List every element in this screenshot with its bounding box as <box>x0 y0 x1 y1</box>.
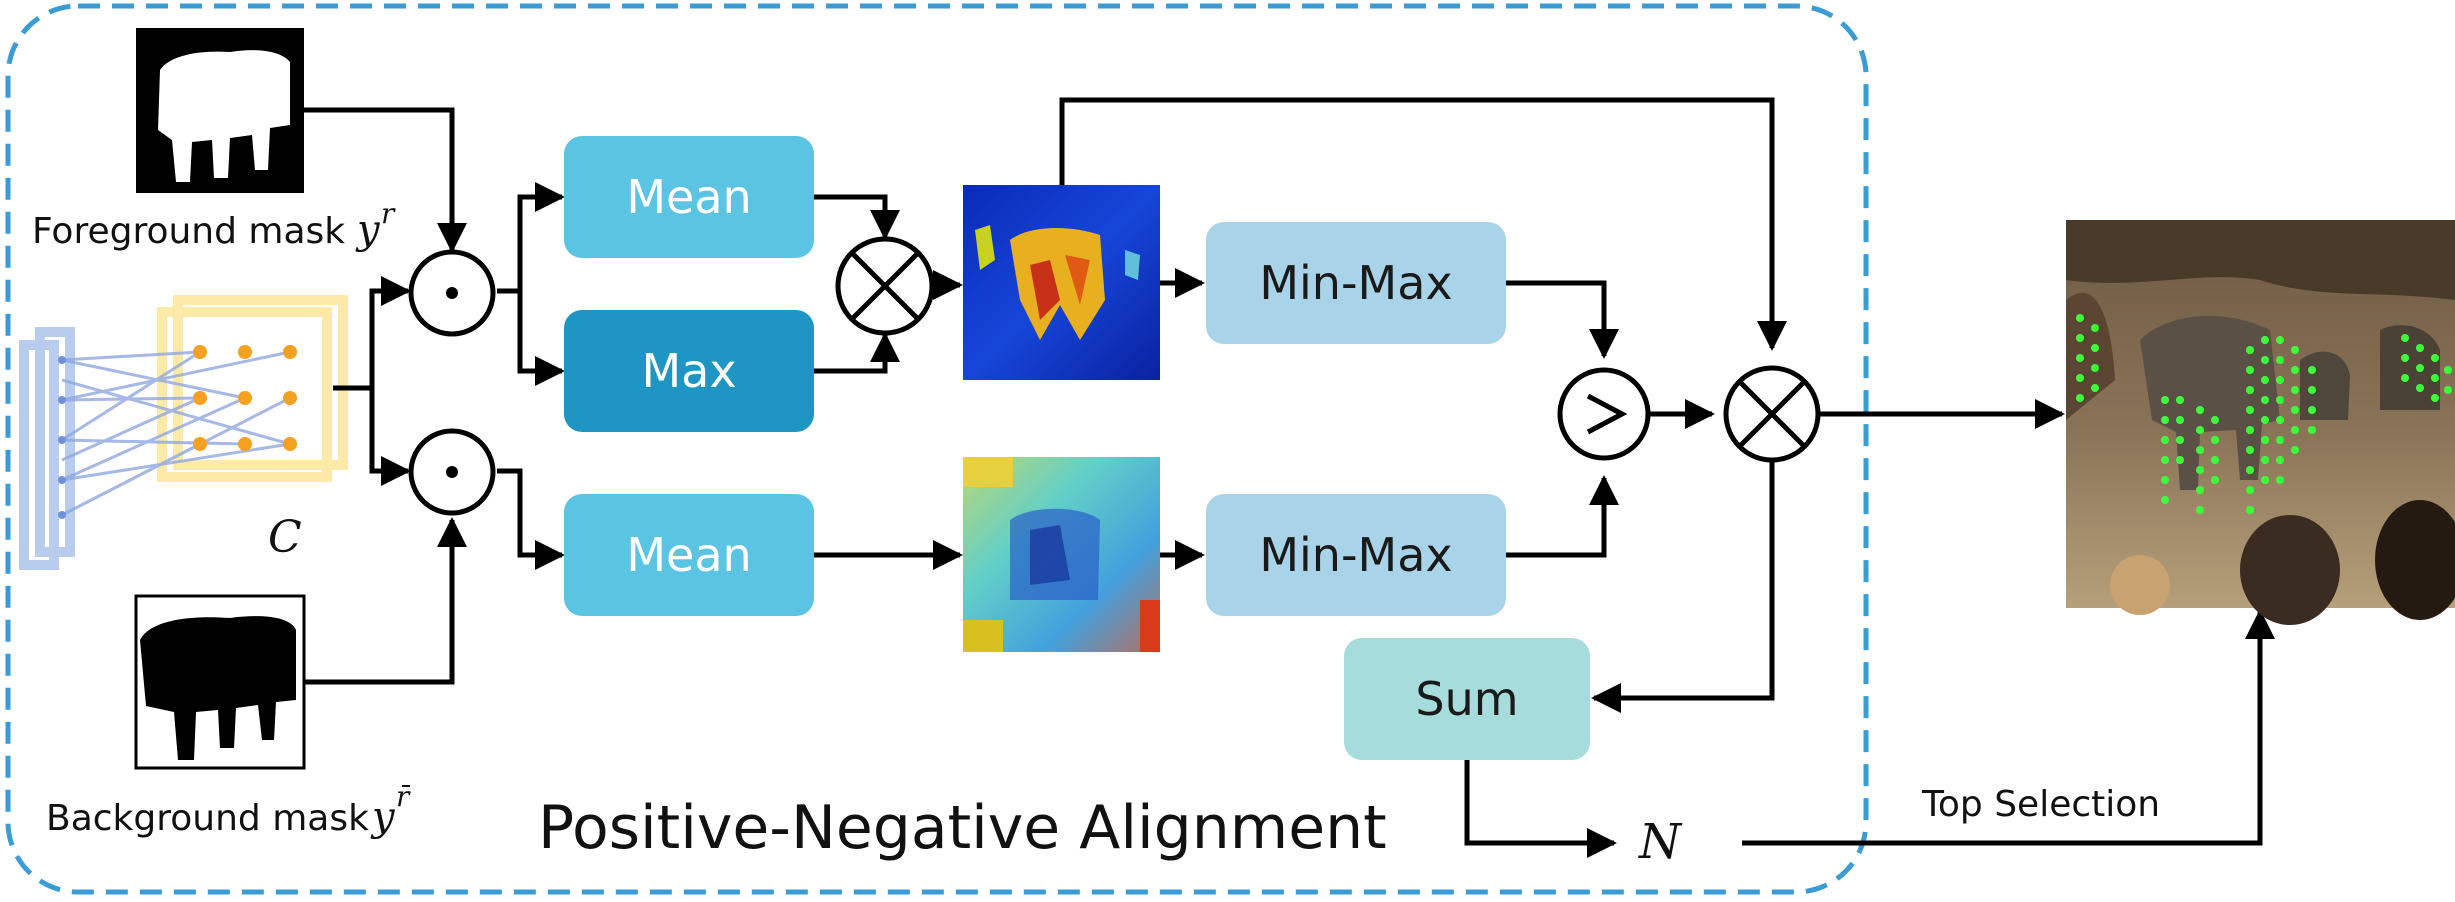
hadamard-bottom-operator <box>408 428 496 516</box>
hadamard-top-operator <box>408 249 496 337</box>
svg-text:Sum: Sum <box>1415 672 1518 726</box>
foreground-superscript: r <box>381 197 396 230</box>
svg-text:Max: Max <box>641 344 736 398</box>
minmax-bottom-node: Min-Max <box>1206 494 1506 616</box>
sum-node: Sum <box>1344 638 1590 760</box>
feature-symbol: C <box>268 512 302 563</box>
background-symbol: y <box>370 794 396 840</box>
svg-text:Min-Max: Min-Max <box>1259 528 1452 582</box>
svg-text:Min-Max: Min-Max <box>1259 256 1452 310</box>
background-mask-image <box>134 594 306 770</box>
foreground-mask-label: Foreground mask <box>32 211 345 252</box>
alignment-frame <box>5 3 1869 895</box>
background-mask-label: Background mask <box>46 798 369 839</box>
top-selection-label: Top Selection <box>1921 784 2160 825</box>
foreground-symbol: y <box>355 207 381 253</box>
foreground-mask-image <box>136 28 304 193</box>
svg-text:Mean: Mean <box>626 528 751 582</box>
count-symbol: N <box>1638 814 1683 870</box>
connectors <box>304 97 2275 858</box>
multiply-right-operator <box>1723 365 1821 463</box>
heatmap-bottom-image <box>963 457 1160 652</box>
multiply-left-operator <box>835 236 935 336</box>
feature-cube-icon <box>19 295 348 570</box>
svg-text:Mean: Mean <box>626 170 751 224</box>
mean-bottom-node: Mean <box>564 494 814 616</box>
greater-than-operator <box>1557 367 1651 461</box>
max-node: Max <box>564 310 814 432</box>
background-superscript: r̄ <box>396 780 411 813</box>
minmax-top-node: Min-Max <box>1206 222 1506 344</box>
output-photo-image <box>2066 220 2455 625</box>
mean-top-node: Mean <box>564 136 814 258</box>
region-title: Positive-Negative Alignment <box>538 793 1387 863</box>
heatmap-top-image <box>963 185 1160 380</box>
